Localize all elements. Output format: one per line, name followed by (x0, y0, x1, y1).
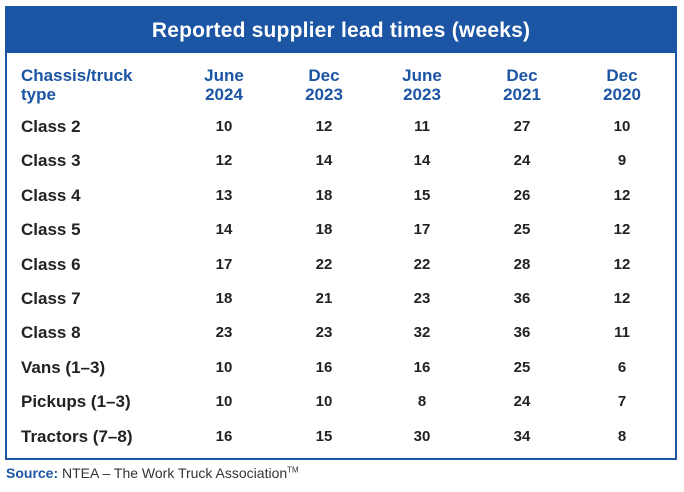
table-cell: 18 (315, 186, 333, 204)
table-cell: 32 (413, 324, 431, 342)
table-row: Class 4 13 18 15 26 12 (7, 180, 675, 214)
column-header-dec-2023: Dec 2023 (279, 66, 369, 104)
source-label: Source: (6, 465, 59, 481)
table-cell: 10 (215, 393, 233, 411)
row-label: Class 4 (21, 185, 81, 205)
table-cell: 36 (513, 290, 531, 307)
table-cell: 16 (215, 427, 233, 445)
table-row: Vans (1–3) 10 16 16 25 6 (7, 352, 675, 386)
table-cell: 21 (315, 290, 333, 307)
column-header-june-2024: June 2024 (179, 66, 269, 104)
table-row: Class 8 23 23 32 36 11 (7, 317, 675, 351)
table-cell: 22 (413, 255, 431, 273)
table-cell: 23 (413, 290, 431, 307)
table-cell: 9 (617, 152, 627, 170)
row-label: Class 7 (21, 289, 81, 308)
table-cell: 27 (513, 118, 531, 135)
table-cell: 15 (315, 427, 333, 445)
table-cell: 12 (613, 255, 631, 273)
source-note: Source: NTEA – The Work Truck Associatio… (6, 465, 299, 481)
row-label: Class 6 (21, 254, 81, 274)
table-cell: 25 (513, 221, 531, 239)
table-cell: 34 (513, 427, 531, 445)
row-label: Class 8 (21, 323, 81, 343)
trademark-mark: TM (287, 465, 299, 475)
table-cell: 13 (215, 186, 233, 204)
table-cell: 12 (613, 221, 631, 239)
table-cell: 8 (417, 393, 427, 411)
table-cell: 7 (617, 393, 627, 411)
table-cell: 14 (315, 152, 333, 170)
table-cell: 25 (513, 358, 531, 376)
table-cell: 17 (215, 255, 233, 273)
table-cell: 36 (513, 324, 531, 342)
column-header-year: 2024 (205, 85, 243, 104)
row-label: Vans (1–3) (21, 357, 106, 377)
table-cell: 22 (315, 255, 333, 273)
column-header-dec-2021: Dec 2021 (477, 66, 567, 104)
table-cell: 23 (215, 324, 233, 342)
column-header-year: 2021 (503, 85, 541, 104)
table-row: Tractors (7–8) 16 15 30 34 8 (7, 421, 675, 455)
table-cell: 18 (215, 290, 233, 307)
table-row: Pickups (1–3) 10 10 8 24 7 (7, 386, 675, 420)
table-cell: 11 (614, 324, 630, 342)
column-header-june-2023: June 2023 (377, 66, 467, 104)
source-text: NTEA – The Work Truck Association (58, 465, 288, 481)
table-cell: 15 (413, 186, 431, 204)
table-row: Class 7 18 21 23 36 12 (7, 283, 675, 317)
table-cell: 11 (414, 118, 430, 135)
row-header-line-2: type (21, 85, 56, 104)
table-cell: 12 (613, 290, 631, 307)
table-panel: Reported supplier lead times (weeks) Cha… (5, 6, 677, 460)
row-label: Tractors (7–8) (21, 426, 133, 446)
table-cell: 12 (315, 118, 333, 135)
table-cell: 8 (617, 427, 627, 445)
column-header-year: 2023 (403, 85, 441, 104)
table-cell: 24 (513, 393, 531, 411)
table-cell: 16 (413, 358, 431, 376)
table-cell: 24 (513, 152, 531, 170)
table-cell: 23 (315, 324, 333, 342)
column-header-month: June (402, 66, 442, 85)
row-header-line-1: Chassis/truck (21, 66, 133, 85)
table-cell: 28 (513, 255, 531, 273)
table-row: Class 2 10 12 11 27 10 (7, 111, 675, 145)
column-header-year: 2023 (305, 85, 343, 104)
table-cell: 14 (215, 221, 233, 239)
table-cell: 30 (413, 427, 431, 445)
row-label: Class 5 (21, 220, 81, 240)
row-label: Pickups (1–3) (21, 392, 131, 412)
table-cell: 10 (613, 118, 631, 135)
column-header-year: 2020 (603, 85, 641, 104)
table-cell: 14 (413, 152, 431, 170)
table-cell: 6 (617, 358, 627, 376)
table-cell: 10 (315, 393, 333, 411)
table-cell: 26 (513, 186, 531, 204)
table-cell: 10 (215, 358, 233, 376)
table-cell: 18 (315, 221, 333, 239)
table-cell: 16 (315, 358, 333, 376)
row-label: Class 2 (21, 117, 81, 136)
table-cell: 12 (613, 186, 631, 204)
table-cell: 12 (215, 152, 233, 170)
column-header-month: Dec (606, 66, 638, 85)
row-header: Chassis/truck type (21, 66, 133, 104)
column-header-month: Dec (308, 66, 340, 85)
column-header-month: June (204, 66, 244, 85)
table-row: Class 3 12 14 14 24 9 (7, 145, 675, 179)
table-row: Class 6 17 22 22 28 12 (7, 249, 675, 283)
table-cell: 17 (413, 221, 431, 239)
table-title: Reported supplier lead times (weeks) (7, 8, 675, 53)
column-header-month: Dec (506, 66, 538, 85)
table-cell: 10 (215, 118, 233, 135)
column-header-dec-2020: Dec 2020 (577, 66, 667, 104)
table-row: Class 5 14 18 17 25 12 (7, 214, 675, 248)
row-label: Class 3 (21, 151, 81, 171)
